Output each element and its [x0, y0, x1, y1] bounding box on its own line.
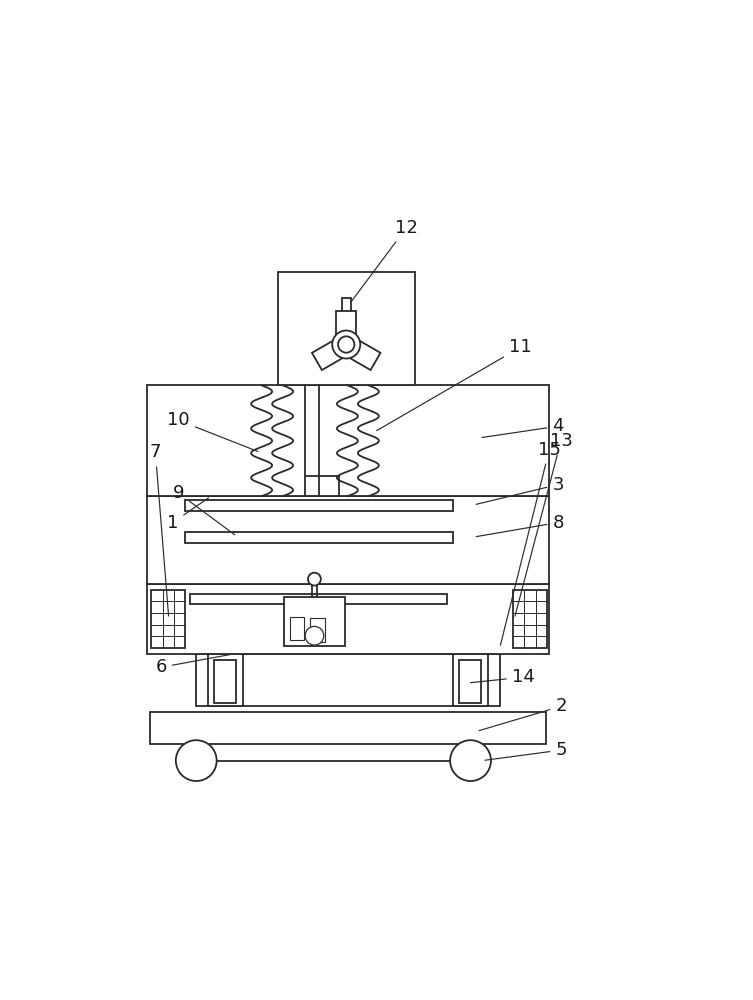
Bar: [150, 712, 547, 744]
Bar: [284, 597, 345, 646]
Circle shape: [450, 740, 491, 781]
Text: 12: 12: [352, 219, 418, 301]
Text: 1: 1: [167, 498, 209, 532]
Bar: [147, 385, 549, 496]
Text: 14: 14: [471, 668, 535, 686]
Text: 4: 4: [482, 417, 564, 437]
Bar: [208, 654, 243, 706]
Text: 9: 9: [173, 484, 235, 535]
Circle shape: [308, 573, 321, 586]
Text: 11: 11: [376, 338, 532, 431]
Text: 3: 3: [476, 476, 564, 504]
Text: 8: 8: [476, 514, 564, 537]
Bar: [214, 660, 236, 703]
Text: 5: 5: [485, 741, 567, 760]
Bar: [453, 654, 488, 706]
Polygon shape: [312, 341, 342, 370]
Text: 7: 7: [150, 443, 169, 616]
Text: 2: 2: [479, 697, 567, 731]
Circle shape: [332, 331, 360, 359]
Bar: [151, 590, 185, 648]
Polygon shape: [337, 311, 356, 334]
Text: 10: 10: [167, 411, 258, 451]
Polygon shape: [350, 341, 380, 370]
Text: 13: 13: [515, 432, 572, 616]
Bar: [147, 584, 549, 654]
Circle shape: [305, 626, 324, 645]
Bar: [513, 590, 547, 648]
Text: 15: 15: [501, 441, 561, 645]
Bar: [147, 496, 549, 584]
Bar: [459, 660, 481, 703]
Bar: [342, 298, 351, 331]
Circle shape: [338, 336, 355, 353]
Bar: [184, 500, 453, 511]
Bar: [310, 618, 325, 642]
Circle shape: [175, 740, 217, 781]
Bar: [184, 532, 453, 543]
Bar: [197, 654, 500, 706]
Bar: [191, 594, 447, 604]
Text: 6: 6: [156, 654, 231, 676]
Bar: [290, 617, 304, 640]
Bar: [278, 272, 415, 385]
